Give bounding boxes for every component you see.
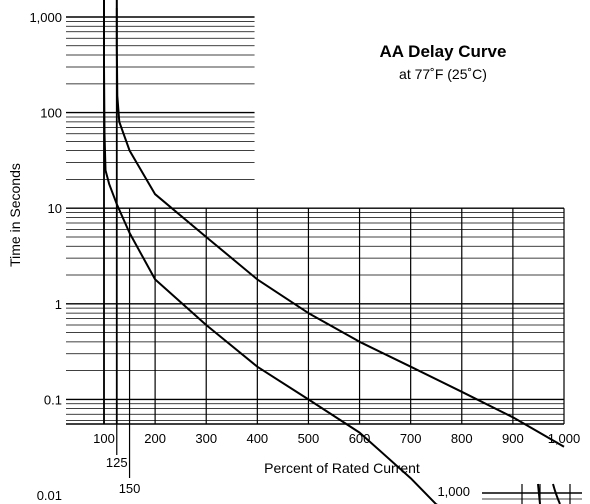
x-callout-label: 150 [119, 481, 141, 496]
x-tick-label: 600 [349, 431, 371, 446]
chart-subtitle: at 77˚F (25˚C) [399, 66, 487, 82]
y-tick-label: 10 [48, 201, 62, 216]
grid [66, 8, 565, 478]
delay-curve-2 [115, 0, 565, 448]
inset-tick-label: 1,000 [437, 484, 470, 499]
inset-curve [537, 483, 541, 504]
x-tick-label: 900 [502, 431, 524, 446]
chart-title: AA Delay Curve [380, 42, 507, 61]
x-tick-label: 400 [246, 431, 268, 446]
x-tick-label: 800 [451, 431, 473, 446]
x-tick-label: 700 [400, 431, 422, 446]
y-tick-label: 1,000 [29, 10, 62, 25]
x-tick-label: 200 [144, 431, 166, 446]
curves [103, 0, 565, 504]
inset-chart-fragment: 1,000 [437, 483, 582, 504]
x-tick-label: 1,000 [548, 431, 581, 446]
inset-curve [552, 483, 561, 504]
tick-labels: 1,000 100 10 1 0.1 0.01 100 200 300 400 500 600 700 8… [29, 10, 580, 503]
y-tick-label: 0.1 [44, 392, 62, 407]
y-tick-label: 1 [55, 297, 62, 312]
y-tick-label: 0.01 [37, 488, 62, 503]
y-axis-title: Time in Seconds [7, 163, 23, 267]
y-tick-label: 100 [40, 106, 62, 121]
x-tick-label: 500 [298, 431, 320, 446]
x-callout-label: 125 [106, 455, 128, 470]
delay-curve-1 [103, 0, 438, 504]
x-tick-label: 100 [93, 431, 115, 446]
x-tick-label: 300 [195, 431, 217, 446]
x-axis-title: Percent of Rated Current [264, 460, 420, 476]
